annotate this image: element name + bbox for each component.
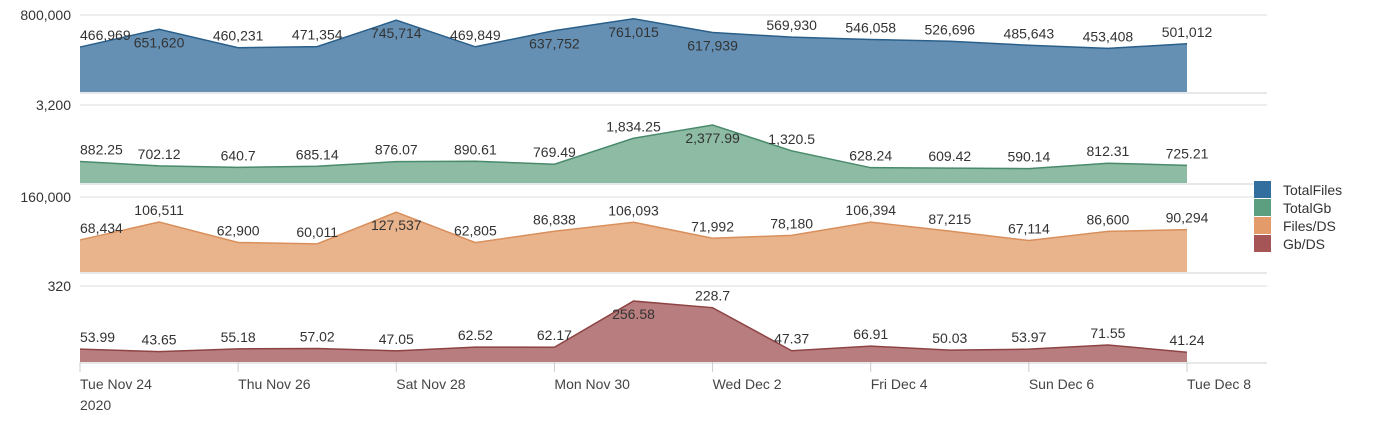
legend-swatch: [1254, 199, 1271, 216]
data-label: 702.12: [138, 146, 181, 162]
data-label: 637,752: [529, 36, 580, 52]
data-label: 90,294: [1166, 210, 1209, 226]
x-tick-label: Tue Dec 8: [1187, 376, 1251, 392]
x-tick-label: Sun Dec 6: [1029, 376, 1095, 392]
data-label: 2,377.99: [685, 130, 740, 146]
x-tick-year-label: 2020: [80, 397, 111, 413]
area-3: [80, 301, 1187, 362]
data-label: 78,180: [770, 215, 813, 231]
area-0: [80, 18, 1187, 92]
data-label: 640.7: [221, 147, 256, 163]
y-axis-max-label: 160,000: [20, 189, 71, 205]
data-label: 71,992: [691, 218, 734, 234]
panel-totalfiles: 800,000 466,969 651,620 460,231 471,354 745,7…: [20, 7, 1267, 94]
data-label: 466,969: [80, 27, 131, 43]
data-label: 460,231: [213, 28, 264, 44]
data-label: 53.99: [80, 329, 115, 345]
data-label: 769.49: [533, 144, 576, 160]
data-label: 617,939: [687, 38, 738, 54]
data-label: 86,600: [1087, 211, 1130, 227]
x-tick-label: Fri Dec 4: [871, 376, 928, 392]
legend-label: Files/DS: [1283, 218, 1336, 234]
data-label: 106,093: [608, 202, 659, 218]
x-tick-label: Sat Nov 28: [396, 376, 465, 392]
y-axis-max-label: 800,000: [20, 7, 71, 23]
data-label: 228.7: [695, 288, 730, 304]
data-label: 546,058: [845, 19, 896, 35]
data-label: 761,015: [608, 24, 659, 40]
legend-swatch: [1254, 217, 1271, 234]
x-tick-label: Mon Nov 30: [554, 376, 630, 392]
y-axis-max-label: 320: [48, 278, 72, 294]
data-label: 67,114: [1008, 221, 1050, 237]
data-label: 62,805: [454, 223, 497, 239]
series-line: [79, 17, 1188, 50]
legend-swatch: [1254, 181, 1271, 198]
data-label: 47.37: [774, 331, 809, 347]
data-label: 57.02: [300, 328, 335, 344]
data-label: 876.07: [375, 142, 418, 158]
data-label: 62.52: [458, 327, 493, 343]
data-label: 50.03: [932, 330, 967, 346]
data-label: 71.55: [1090, 325, 1125, 341]
data-label: 55.18: [221, 329, 256, 345]
series-line: [79, 124, 1188, 170]
data-label: 106,511: [134, 202, 184, 218]
data-label: 882.25: [80, 141, 123, 157]
panel-gbds: 320 53.99 43.65 55.18 57.02 47.05 62.52 62.17 25…: [48, 278, 1267, 364]
data-label: 1,320.5: [768, 131, 815, 147]
series-line: [79, 211, 1188, 245]
x-tick-label: Wed Dec 2: [713, 376, 782, 392]
data-label: 60,011: [296, 224, 338, 240]
data-label: 471,354: [292, 27, 343, 43]
panel-totalgb: 3,200 882.25 702.12 640.7 685.14 876.07 890.61…: [36, 97, 1267, 185]
data-label: 485,643: [1004, 25, 1055, 41]
legend-label: TotalFiles: [1283, 182, 1342, 198]
x-tick-label: Thu Nov 26: [238, 376, 311, 392]
data-label: 569,930: [766, 17, 817, 33]
data-label: 812.31: [1087, 143, 1130, 159]
legend: TotalFiles TotalGb Files/DS Gb/DS: [1254, 181, 1342, 252]
x-tick-label: Tue Nov 24: [80, 376, 152, 392]
data-label: 62.17: [537, 327, 572, 343]
data-label: 590.14: [1007, 149, 1050, 165]
data-label: 501,012: [1162, 24, 1213, 40]
data-label: 106,394: [845, 202, 896, 218]
data-label: 526,696: [924, 21, 975, 37]
data-label: 47.05: [379, 331, 414, 347]
panel-filesds: 160,000 68,434 106,511 62,900 60,011 127,537 6…: [20, 189, 1267, 274]
data-label: 1,834.25: [606, 118, 661, 134]
data-label: 53.97: [1011, 329, 1046, 345]
data-label: 453,408: [1083, 28, 1134, 44]
data-label: 41.24: [1169, 332, 1204, 348]
legend-swatch: [1254, 235, 1271, 252]
data-label: 68,434: [80, 220, 123, 236]
series-line: [79, 300, 1188, 353]
legend-label: Gb/DS: [1283, 236, 1325, 252]
legend-label: TotalGb: [1283, 200, 1331, 216]
data-label: 628.24: [849, 148, 892, 164]
data-label: 66.91: [853, 326, 888, 342]
data-label: 685.14: [296, 146, 339, 162]
data-label: 469,849: [450, 27, 501, 43]
data-label: 609.42: [928, 148, 971, 164]
data-label: 890.61: [454, 141, 497, 157]
data-label: 87,215: [928, 211, 971, 227]
data-label: 127,537: [371, 217, 422, 233]
data-label: 725.21: [1166, 145, 1209, 161]
data-label: 86,838: [533, 211, 576, 227]
data-label: 651,620: [134, 34, 185, 50]
y-axis-max-label: 3,200: [36, 97, 71, 113]
data-label: 43.65: [142, 332, 177, 348]
data-label: 256.58: [612, 306, 655, 322]
data-label: 745,714: [371, 25, 422, 41]
data-label: 62,900: [217, 223, 260, 239]
